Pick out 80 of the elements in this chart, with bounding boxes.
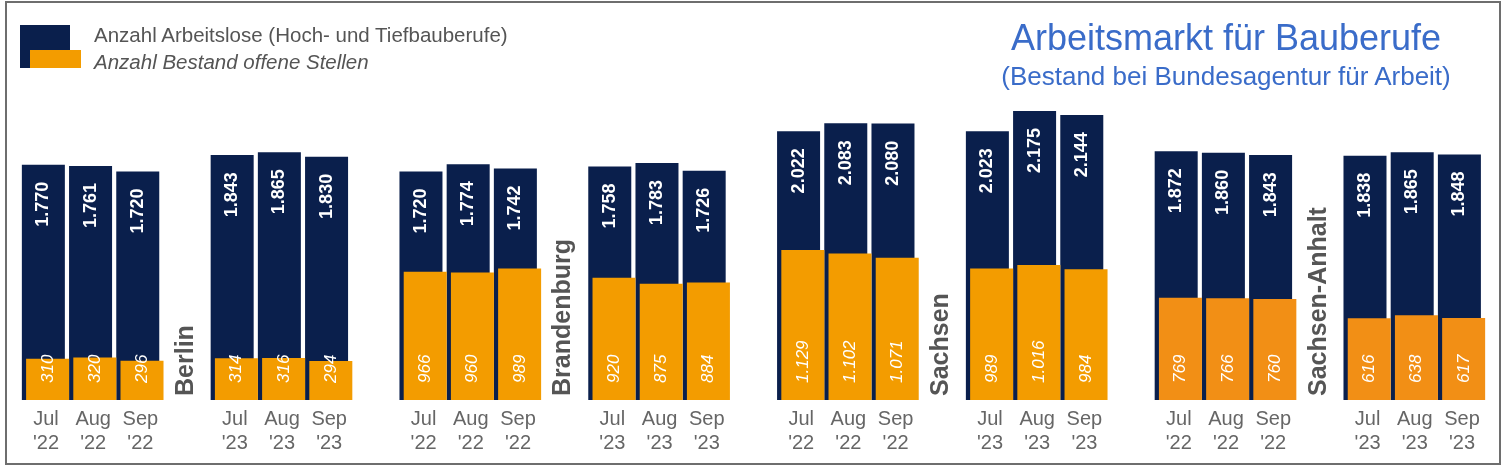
data-label: 314 bbox=[226, 354, 246, 383]
x-tick-label: Aug '22 bbox=[453, 406, 489, 453]
data-label: 1.071 bbox=[887, 340, 907, 383]
x-tick-label: Jul '23 bbox=[221, 406, 248, 453]
data-label: 1.783 bbox=[645, 180, 666, 226]
data-label: 2.080 bbox=[881, 140, 902, 186]
data-label: 310 bbox=[37, 354, 57, 383]
x-tick-label: Aug '23 bbox=[264, 406, 300, 453]
x-tick-label: Aug '22 bbox=[1208, 406, 1244, 453]
data-label: 989 bbox=[509, 354, 529, 383]
data-label: 617 bbox=[1453, 354, 1473, 383]
data-label: 1.848 bbox=[1448, 171, 1469, 217]
data-label: 966 bbox=[415, 354, 435, 383]
data-label: 296 bbox=[132, 354, 152, 384]
data-label: 1.102 bbox=[840, 339, 860, 383]
data-label: 1.720 bbox=[409, 188, 430, 234]
data-label: 316 bbox=[273, 354, 293, 383]
x-tick-label: Sep '22 bbox=[500, 406, 536, 453]
x-tick-label: Jul '22 bbox=[32, 406, 60, 453]
data-label: 1.742 bbox=[504, 185, 525, 231]
x-tick-label: Jul '22 bbox=[788, 406, 815, 453]
data-label: 1.872 bbox=[1165, 168, 1186, 214]
data-label: 1.865 bbox=[268, 169, 289, 215]
x-tick-label: Sep '22 bbox=[1255, 406, 1292, 453]
data-label: 1.016 bbox=[1028, 339, 1048, 383]
data-label: 1.758 bbox=[598, 183, 619, 229]
data-label: 1.865 bbox=[1401, 169, 1422, 215]
annotation: Berlin bbox=[169, 325, 198, 396]
data-label: 1.129 bbox=[792, 339, 812, 383]
data-label: 960 bbox=[462, 354, 482, 383]
data-label: 760 bbox=[1264, 354, 1284, 383]
legend-label: Anzahl Bestand offene Stellen bbox=[92, 50, 369, 73]
data-label: 1.774 bbox=[457, 181, 478, 227]
data-label: 766 bbox=[1217, 354, 1237, 383]
annotation: Sachsen bbox=[924, 293, 953, 396]
x-tick-label: Sep '22 bbox=[877, 406, 914, 453]
data-label: 1.761 bbox=[79, 183, 100, 229]
data-label: 984 bbox=[1076, 354, 1096, 383]
x-tick-label: Aug '23 bbox=[1019, 406, 1055, 453]
data-label: 294 bbox=[320, 354, 340, 384]
data-label: 638 bbox=[1406, 354, 1426, 383]
x-tick-label: Jul '22 bbox=[410, 406, 437, 453]
data-label: 2.022 bbox=[787, 148, 808, 194]
x-tick-label: Sep '23 bbox=[311, 406, 347, 453]
data-label: 875 bbox=[651, 354, 671, 383]
x-tick-label: Jul '23 bbox=[976, 406, 1004, 453]
x-tick-label: Aug '22 bbox=[830, 406, 867, 453]
data-label: 1.770 bbox=[32, 181, 53, 227]
x-tick-label: Aug '23 bbox=[1397, 406, 1433, 453]
x-tick-label: Aug '22 bbox=[75, 406, 111, 453]
x-tick-label: Sep '22 bbox=[122, 406, 159, 453]
x-tick-label: Jul '23 bbox=[599, 406, 626, 453]
data-label: 1.726 bbox=[693, 187, 714, 233]
x-tick-label: Jul '22 bbox=[1165, 406, 1192, 453]
annotation: Sachsen-Anhalt bbox=[1302, 206, 1331, 396]
data-label: 320 bbox=[84, 354, 104, 383]
data-label: 2.023 bbox=[976, 148, 997, 194]
data-label: 616 bbox=[1359, 354, 1379, 383]
data-label: 1.830 bbox=[315, 173, 336, 219]
x-tick-label: Sep '23 bbox=[689, 406, 725, 453]
data-label: 1.843 bbox=[221, 172, 242, 218]
x-tick-label: Aug '23 bbox=[641, 406, 678, 453]
x-tick-label: Sep '23 bbox=[1444, 406, 1480, 453]
annotation: Brandenburg bbox=[547, 239, 576, 396]
chart-subtitle: (Bestand bei Bundesagentur für Arbeit) bbox=[1001, 61, 1451, 91]
data-label: 1.838 bbox=[1353, 172, 1374, 218]
data-label: 2.175 bbox=[1023, 128, 1044, 174]
chart-title: Arbeitsmarkt für Bauberufe bbox=[1010, 17, 1442, 58]
data-label: 920 bbox=[604, 354, 624, 383]
data-label: 769 bbox=[1170, 354, 1190, 383]
data-label: 989 bbox=[981, 354, 1001, 383]
x-tick-label: Sep '23 bbox=[1066, 406, 1103, 453]
data-label: 1.720 bbox=[126, 188, 147, 234]
data-label: 2.083 bbox=[834, 140, 855, 186]
data-label: 1.843 bbox=[1259, 172, 1280, 218]
data-label: 1.860 bbox=[1212, 169, 1233, 215]
legend-label: Anzahl Arbeitslose (Hoch- und Tiefbauberufe) bbox=[94, 23, 508, 46]
data-label: 2.144 bbox=[1070, 132, 1091, 178]
x-tick-label: Jul '23 bbox=[1354, 406, 1381, 453]
data-label: 884 bbox=[698, 354, 718, 383]
